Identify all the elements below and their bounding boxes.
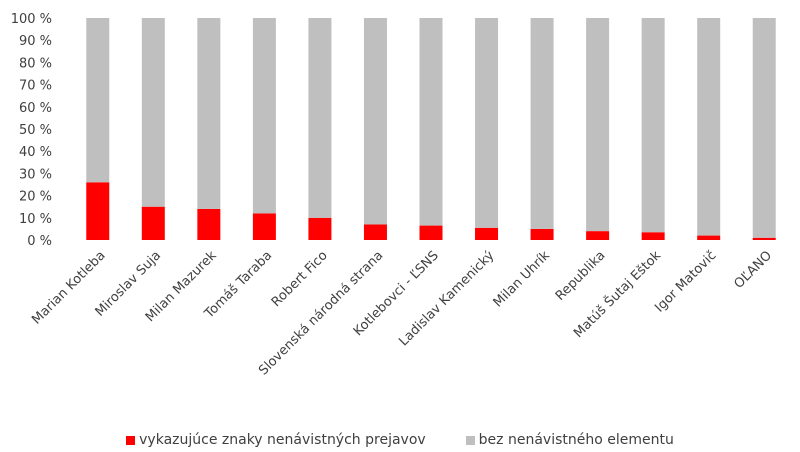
y-tick-label: 50 % xyxy=(19,123,52,138)
y-tick-label: 60 % xyxy=(19,101,52,116)
legend-item-no-hate: bez nenávistného elementu xyxy=(465,432,674,448)
legend-item-hate: vykazujúce znaky nenávistných prejavov xyxy=(126,432,426,448)
bar-segment-hate xyxy=(363,224,387,240)
legend-label-no-hate: bez nenávistného elementu xyxy=(478,432,674,448)
bar-segment-hate xyxy=(308,217,332,240)
bar-segment-no-hate xyxy=(530,18,554,229)
bar-segment-no-hate xyxy=(86,18,110,183)
bar-segment-hate xyxy=(697,235,721,240)
bar-segment-no-hate xyxy=(252,18,276,214)
x-category-label: Republika xyxy=(553,248,609,304)
y-tick-label: 20 % xyxy=(19,190,52,205)
legend: vykazujúce znaky nenávistných prejavov b… xyxy=(0,432,800,448)
bar-segment-hate xyxy=(752,237,776,240)
legend-label-hate: vykazujúce znaky nenávistných prejavov xyxy=(139,432,426,448)
bar-segment-no-hate xyxy=(641,18,665,233)
bar-segment-no-hate xyxy=(141,18,165,207)
y-tick-label: 0 % xyxy=(27,234,52,249)
bar-segment-no-hate xyxy=(586,18,610,232)
y-tick-label: 10 % xyxy=(19,212,52,227)
y-tick-label: 90 % xyxy=(19,34,52,49)
bar-segment-no-hate xyxy=(697,18,721,236)
bar-segment-no-hate xyxy=(419,18,443,226)
bar-segment-no-hate xyxy=(308,18,332,218)
bar-segment-no-hate xyxy=(363,18,387,225)
bar-segment-hate xyxy=(86,182,110,240)
bar-segment-hate xyxy=(586,231,610,240)
x-category-label: Robert Fico xyxy=(269,248,331,310)
x-category-label: Milan Uhrík xyxy=(491,248,554,311)
y-tick-label: 80 % xyxy=(19,56,52,71)
y-tick-label: 40 % xyxy=(19,145,52,160)
bar-segment-hate xyxy=(641,232,665,240)
bar-segment-no-hate xyxy=(197,18,221,209)
bar-segment-no-hate xyxy=(752,18,776,238)
bar-segment-hate xyxy=(419,225,443,240)
bar-segment-hate xyxy=(197,208,221,240)
bar-segment-hate xyxy=(252,213,276,240)
stacked-bar-chart: 0 % 10 % 20 % 30 % 40 % 50 % 60 % 70 % 80 % 90 % 1… xyxy=(11,12,776,378)
bar-segment-hate xyxy=(530,228,554,240)
bar-segment-no-hate xyxy=(475,18,499,228)
y-tick-label: 100 % xyxy=(11,12,52,27)
x-category-label: OĽANO xyxy=(731,248,775,292)
y-axis: 0 % 10 % 20 % 30 % 40 % 50 % 60 % 70 % 80 % 90 % 1… xyxy=(11,12,52,249)
bar-segment-hate xyxy=(141,206,165,240)
y-tick-label: 30 % xyxy=(19,167,52,182)
legend-swatch-hate xyxy=(126,435,136,445)
x-category-label: Ladislav Kamenický xyxy=(396,248,497,349)
x-category-label: Marian Kotleba xyxy=(29,248,108,327)
bars xyxy=(86,18,776,240)
y-tick-label: 70 % xyxy=(19,79,52,94)
bar-segment-hate xyxy=(475,227,499,240)
legend-swatch-no-hate xyxy=(465,435,475,445)
